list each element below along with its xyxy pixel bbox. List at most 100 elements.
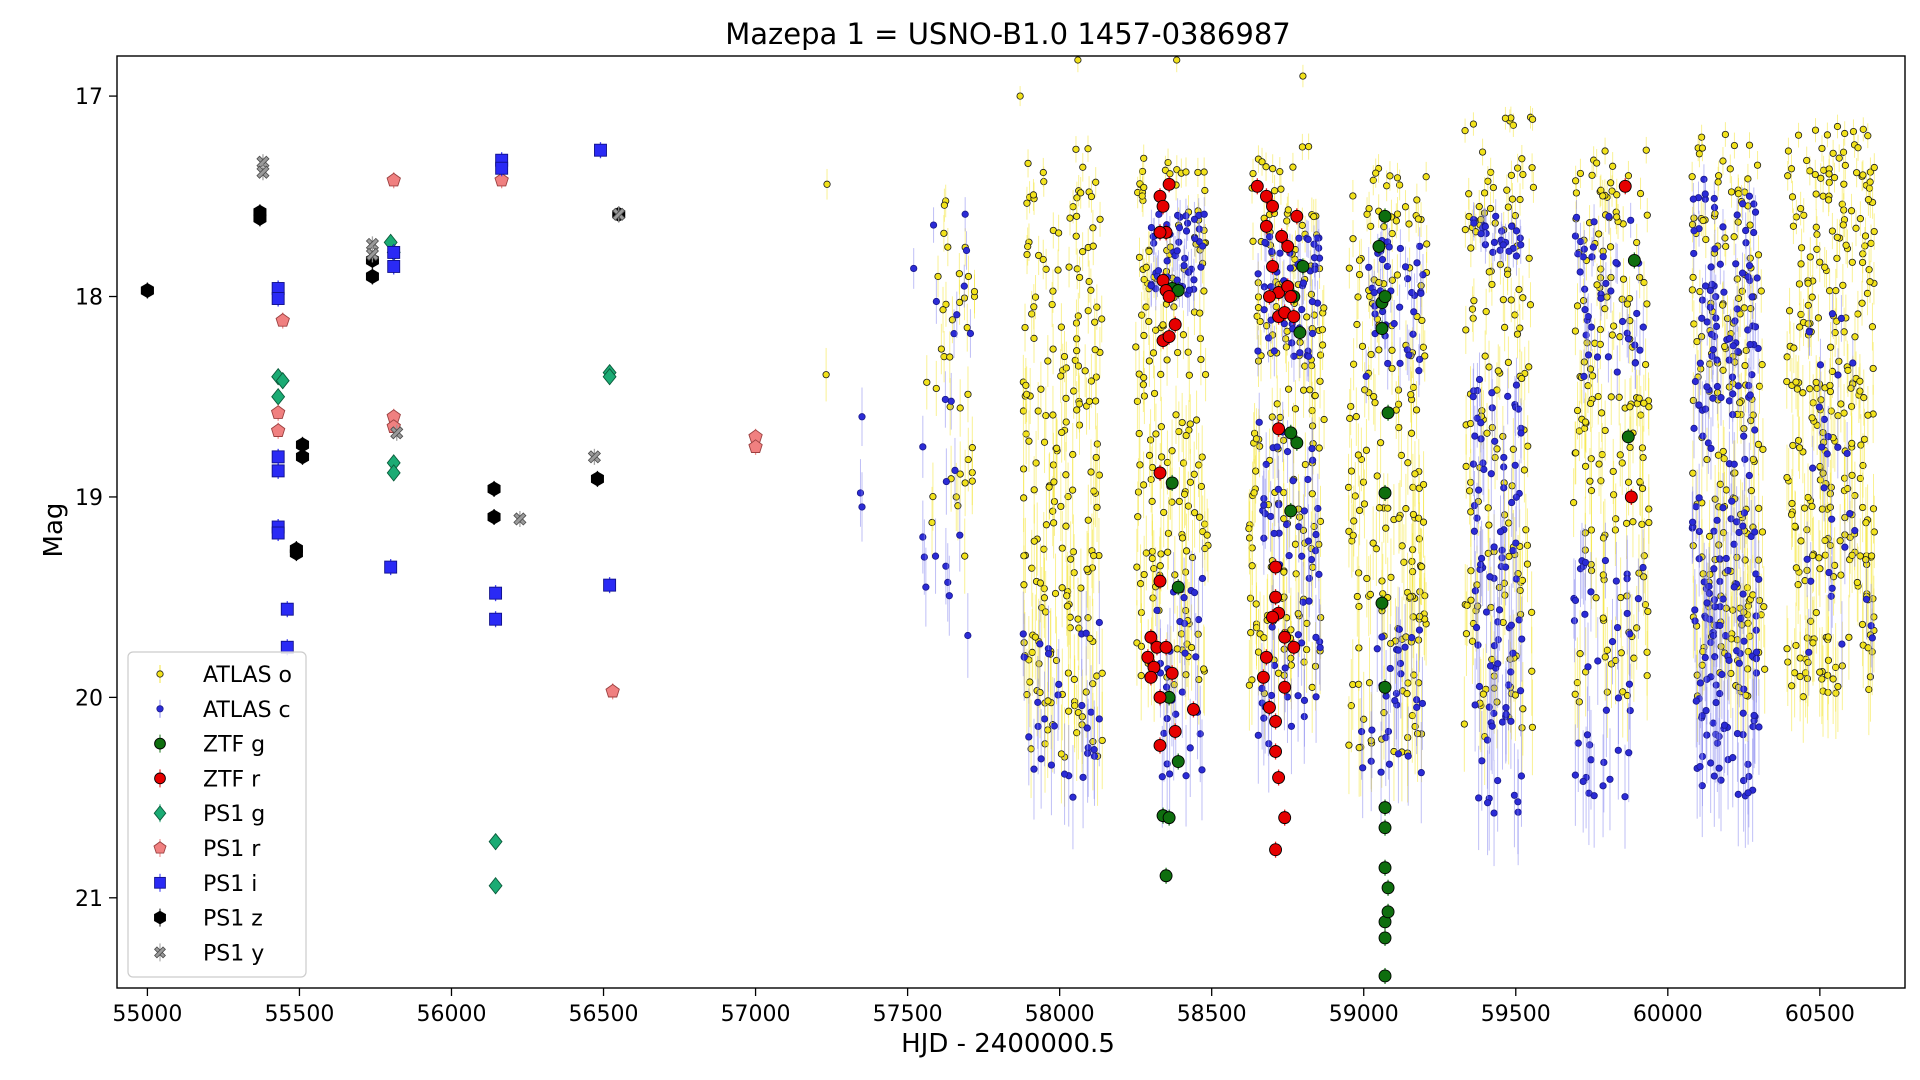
data-point bbox=[1827, 343, 1835, 351]
data-point bbox=[1082, 629, 1090, 637]
data-point bbox=[1203, 531, 1211, 539]
data-point bbox=[1642, 360, 1650, 369]
data-point bbox=[1462, 326, 1470, 334]
data-point bbox=[1260, 634, 1268, 642]
data-point bbox=[1413, 196, 1421, 204]
data-point bbox=[1690, 249, 1698, 258]
data-point bbox=[1371, 399, 1379, 407]
plot-data-layer bbox=[140, 56, 1878, 984]
data-point bbox=[1267, 691, 1276, 700]
data-point bbox=[1309, 456, 1317, 464]
data-point bbox=[1401, 263, 1410, 271]
data-point bbox=[1797, 205, 1805, 213]
data-point bbox=[1839, 221, 1847, 229]
data-point bbox=[1512, 539, 1520, 547]
data-point bbox=[953, 311, 961, 319]
x-tick-label: 56000 bbox=[416, 1002, 486, 1027]
data-point bbox=[1048, 300, 1056, 309]
data-point bbox=[931, 552, 940, 560]
data-point bbox=[1350, 360, 1358, 368]
data-point bbox=[1062, 522, 1070, 530]
data-point bbox=[1808, 293, 1816, 301]
data-point bbox=[1058, 584, 1066, 592]
data-point bbox=[1025, 733, 1033, 741]
data-point bbox=[1608, 638, 1617, 646]
data-point bbox=[1067, 555, 1075, 563]
data-point bbox=[1630, 654, 1638, 662]
data-point bbox=[1185, 286, 1193, 294]
data-point bbox=[1283, 520, 1291, 529]
data-point bbox=[961, 210, 969, 218]
legend-marker bbox=[154, 946, 166, 959]
data-point bbox=[1168, 318, 1182, 332]
data-point bbox=[1349, 680, 1357, 689]
data-point bbox=[1739, 522, 1747, 530]
data-point bbox=[1418, 563, 1426, 571]
legend-label: PS1 z bbox=[203, 907, 263, 932]
data-point bbox=[1141, 650, 1155, 664]
data-point bbox=[1345, 264, 1353, 272]
data-point bbox=[1360, 715, 1368, 723]
data-point bbox=[1471, 701, 1479, 709]
data-point bbox=[1248, 562, 1256, 570]
data-point bbox=[1071, 356, 1079, 364]
data-point bbox=[1624, 490, 1638, 504]
data-point bbox=[1484, 177, 1492, 185]
data-point bbox=[1182, 227, 1191, 235]
data-point bbox=[1703, 675, 1711, 683]
data-point bbox=[1044, 650, 1053, 658]
data-point bbox=[1406, 593, 1414, 601]
data-point bbox=[1792, 378, 1800, 386]
data-point bbox=[923, 378, 931, 386]
data-point bbox=[1175, 497, 1183, 506]
data-point bbox=[1856, 377, 1864, 385]
data-point bbox=[1689, 195, 1697, 203]
data-point bbox=[1363, 574, 1371, 583]
data-point bbox=[1528, 608, 1536, 616]
data-point bbox=[1635, 569, 1643, 577]
data-point bbox=[1393, 210, 1402, 218]
data-point bbox=[1758, 361, 1766, 369]
data-point bbox=[1865, 266, 1873, 274]
data-point bbox=[1409, 510, 1417, 519]
data-point bbox=[1386, 172, 1394, 180]
data-point bbox=[1392, 217, 1400, 225]
y-tick-label: 18 bbox=[75, 286, 103, 311]
data-point bbox=[1278, 630, 1292, 644]
data-point bbox=[1494, 776, 1502, 785]
data-point bbox=[1179, 331, 1188, 339]
data-point bbox=[1478, 757, 1486, 765]
data-point bbox=[1734, 190, 1743, 198]
data-point bbox=[1744, 789, 1752, 797]
data-point bbox=[1703, 455, 1711, 464]
data-point bbox=[1044, 357, 1052, 365]
data-point bbox=[1828, 515, 1836, 523]
data-point bbox=[1081, 367, 1089, 375]
data-point bbox=[1864, 411, 1872, 419]
data-point bbox=[1069, 486, 1077, 494]
data-point bbox=[1525, 254, 1533, 262]
data-point bbox=[1062, 471, 1070, 479]
legend-marker bbox=[153, 805, 167, 822]
data-point bbox=[1394, 646, 1402, 654]
data-point bbox=[1644, 607, 1652, 616]
data-point bbox=[1722, 486, 1730, 494]
data-point bbox=[1028, 564, 1036, 572]
data-point bbox=[1408, 711, 1416, 720]
data-point bbox=[1783, 377, 1791, 386]
data-point bbox=[1288, 339, 1296, 347]
legend-item: ZTF g bbox=[154, 733, 265, 758]
data-point bbox=[289, 545, 303, 561]
data-point bbox=[1057, 750, 1066, 758]
data-point bbox=[1836, 537, 1844, 545]
data-point bbox=[489, 612, 503, 626]
data-point bbox=[1378, 209, 1392, 223]
data-point bbox=[1481, 222, 1489, 231]
data-point bbox=[1287, 640, 1301, 654]
data-point bbox=[1312, 693, 1320, 701]
data-point bbox=[1353, 320, 1361, 329]
data-point bbox=[1069, 793, 1077, 801]
data-point bbox=[1095, 618, 1103, 627]
data-point bbox=[1254, 347, 1262, 355]
data-point bbox=[1367, 350, 1375, 359]
